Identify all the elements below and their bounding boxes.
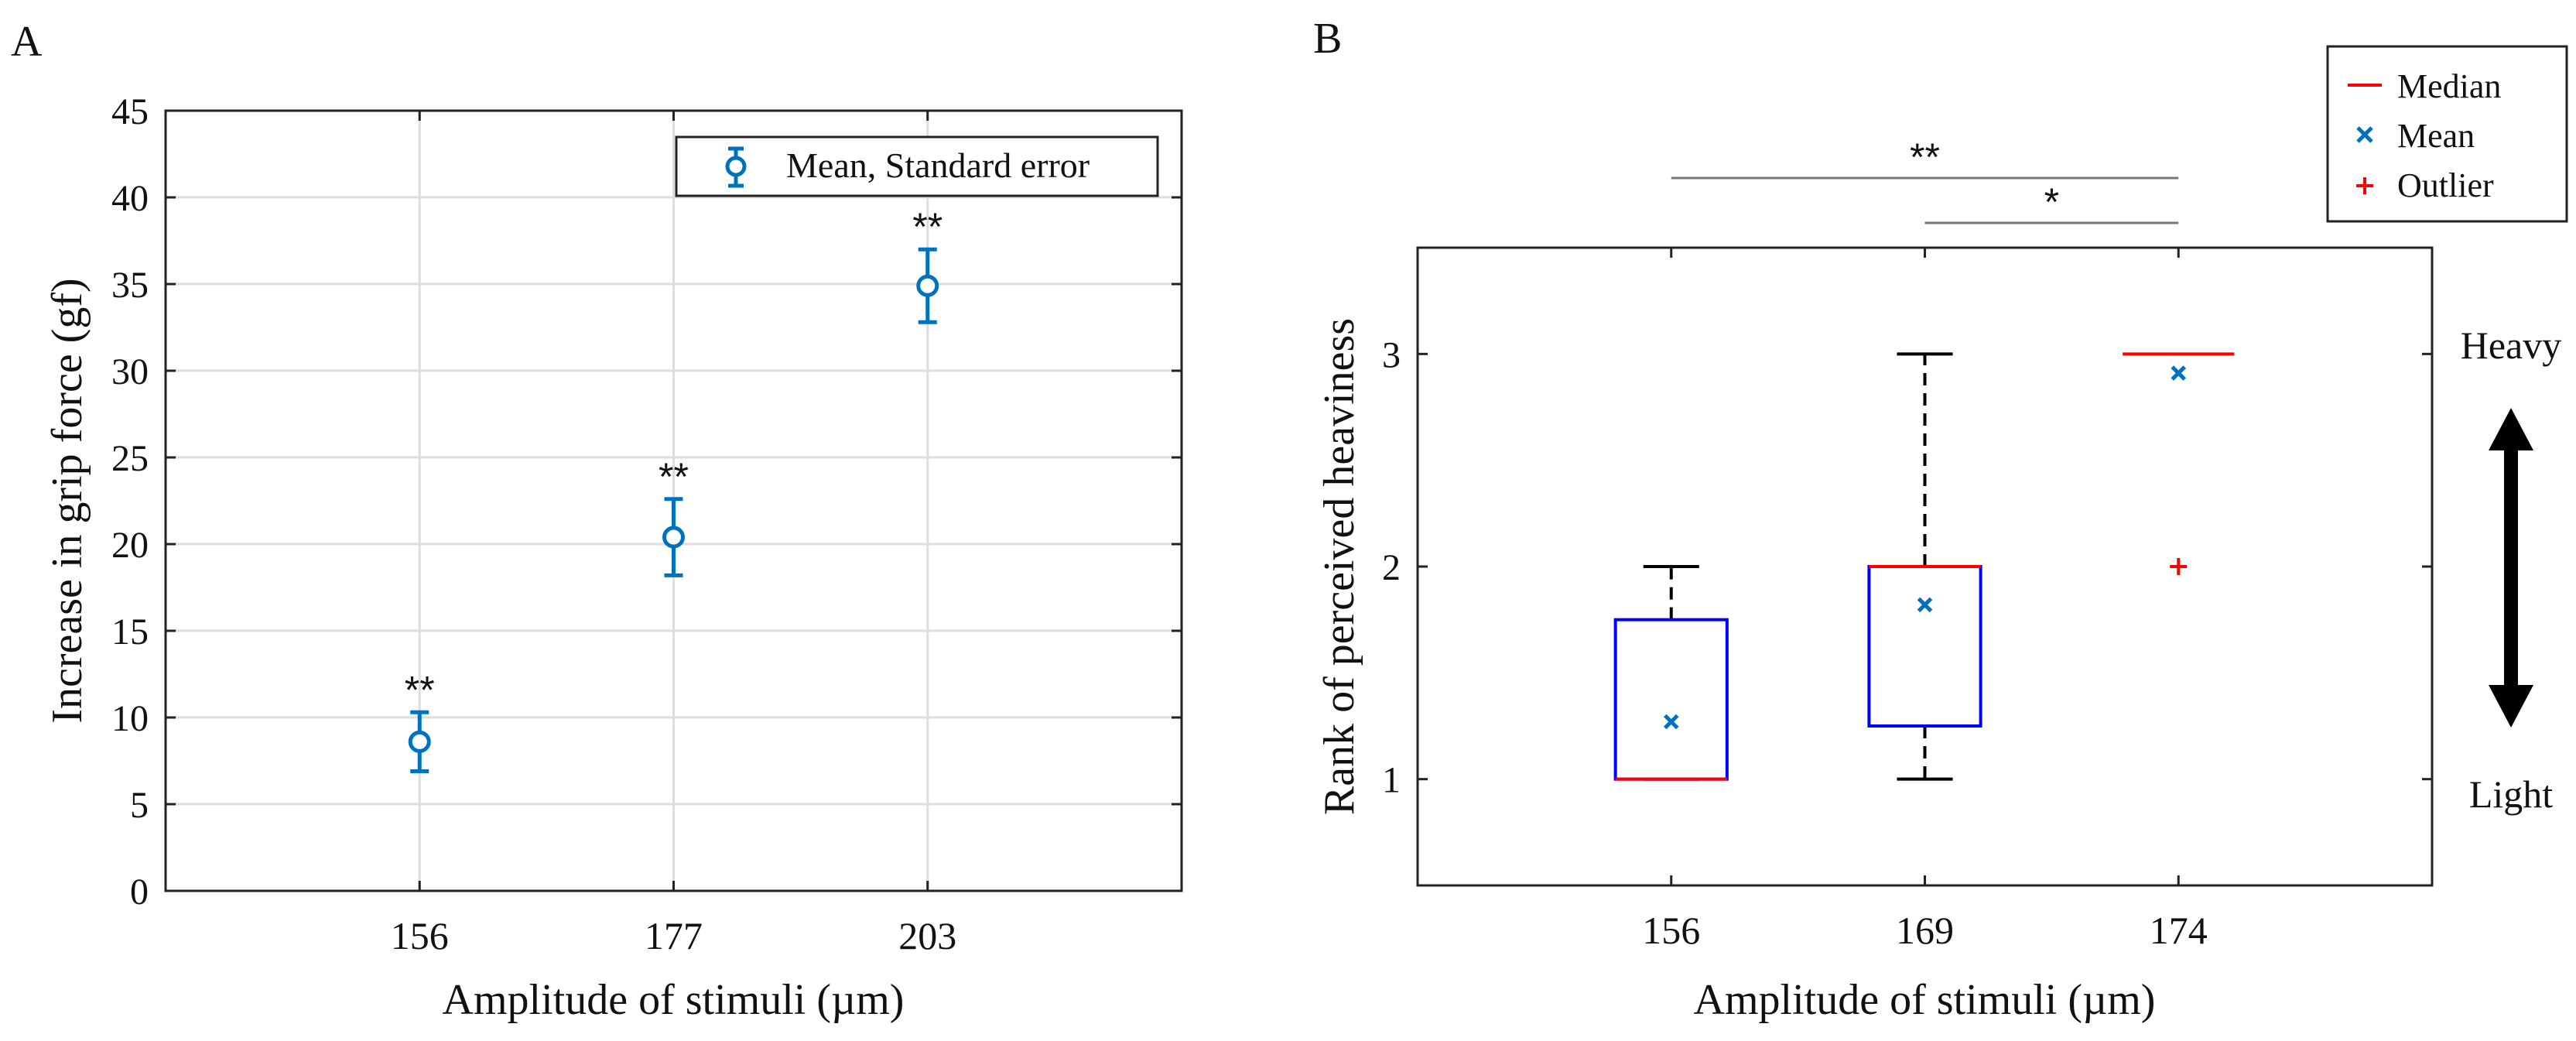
box [1867, 565, 1982, 728]
y-tick-label: 2 [1382, 547, 1401, 588]
x-tick-label: 174 [2150, 909, 2208, 952]
mean-point [662, 526, 685, 549]
y-tick-label: 35 [111, 265, 149, 306]
y-tick-label: 20 [111, 525, 149, 566]
legend-median-label: Median [2397, 67, 2501, 105]
y-tick-label: 0 [130, 871, 149, 913]
panel-b-significance: *** [1671, 135, 2179, 224]
mean-marker [2171, 365, 2187, 381]
panel-b-x-axis-label: Amplitude of stimuli (µm) [1694, 976, 2156, 1024]
panel-b-y-axis-label: Rank of perceived heaviness [1315, 318, 1363, 815]
x-tick-label: 177 [645, 914, 703, 957]
significance-marker: ** [405, 668, 435, 711]
mean-point [916, 274, 939, 297]
panel-b-legend: Median Mean Outlier [2326, 45, 2568, 223]
legend-box [675, 135, 1159, 197]
box [1613, 618, 1729, 781]
y-tick-label: 25 [111, 438, 149, 479]
x-tick-label: 169 [1896, 909, 1954, 952]
legend-outlier-label: Outlier [2397, 166, 2494, 204]
panel-a: A 0 5 10 15 20 25 30 35 40 45 156 177 203 ** ** ** Me… [11, 18, 1183, 1024]
y-tick-label: 40 [111, 178, 149, 219]
panel-a-legend: Mean, Standard error [675, 135, 1159, 197]
y-tick-label: 15 [111, 611, 149, 652]
x-tick-label: 156 [391, 914, 449, 957]
panel-a-x-axis: 156 177 203 [391, 111, 956, 957]
side-label-heavy: Heavy [2461, 324, 2562, 367]
significance-marker: ** [659, 455, 689, 498]
panel-b: B 123 156 169 174 *** Median Mean Outlier … [1313, 15, 2568, 1024]
significance-marker: ** [912, 205, 942, 248]
y-tick-label: 10 [111, 698, 149, 739]
panel-b-label: B [1313, 15, 1342, 63]
mean-marker [1663, 714, 1679, 730]
mean-marker [1917, 597, 1933, 613]
legend-outlier-plus-icon [2356, 177, 2373, 194]
significance-marker: ** [1910, 135, 1940, 179]
legend-mean-label: Mean [2397, 117, 2475, 155]
panel-a-label: A [11, 18, 43, 66]
y-tick-label: 30 [111, 351, 149, 392]
y-tick-label: 5 [130, 785, 149, 826]
legend-mean-x-icon [2356, 126, 2373, 143]
heaviness-double-arrow-icon [2489, 408, 2533, 728]
x-tick-label: 156 [1642, 909, 1700, 952]
panel-a-x-axis-label: Amplitude of stimuli (µm) [443, 976, 905, 1024]
panel-a-y-axis: 0 5 10 15 20 25 30 35 40 45 [111, 91, 1182, 913]
panel-a-grid [166, 111, 1182, 891]
panel-a-series: ** ** ** [405, 205, 942, 773]
panel-b-y-axis: 1 2 3 [1382, 334, 2432, 801]
side-label-light: Light [2469, 772, 2553, 816]
mean-point [408, 730, 431, 753]
legend-mean-marker-icon [725, 156, 747, 177]
x-tick-label: 203 [898, 914, 956, 957]
y-tick-label: 45 [111, 91, 149, 132]
y-tick-label: 3 [1382, 334, 1401, 375]
panel-a-y-axis-label: Increase in grip force (gf) [43, 278, 91, 723]
panel-b-x-axis: 156 169 174 [1642, 248, 2208, 952]
y-tick-label: 1 [1382, 760, 1401, 801]
legend-label: Mean, Standard error [786, 146, 1090, 185]
panel-b-boxes [1613, 352, 2235, 781]
significance-marker: * [2044, 180, 2059, 224]
